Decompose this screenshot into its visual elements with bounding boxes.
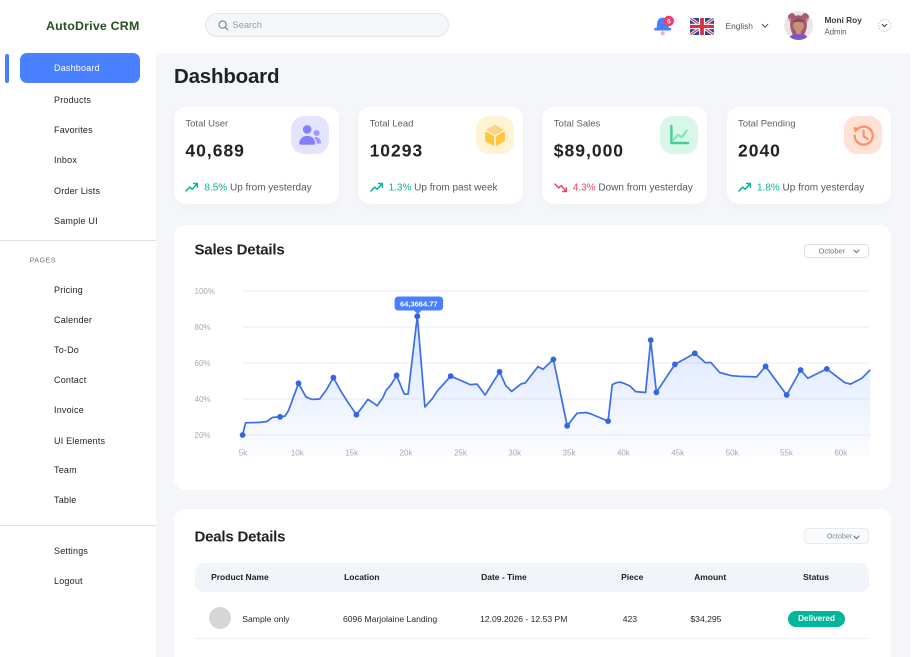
svg-text:40%: 40%: [195, 395, 211, 404]
svg-text:100%: 100%: [195, 287, 215, 296]
svg-text:60%: 60%: [195, 359, 211, 368]
svg-text:20%: 20%: [195, 431, 211, 440]
svg-text:80%: 80%: [195, 323, 211, 332]
svg-text:64,3664.77: 64,3664.77: [400, 299, 438, 308]
svg-text:6: 6: [667, 18, 671, 25]
